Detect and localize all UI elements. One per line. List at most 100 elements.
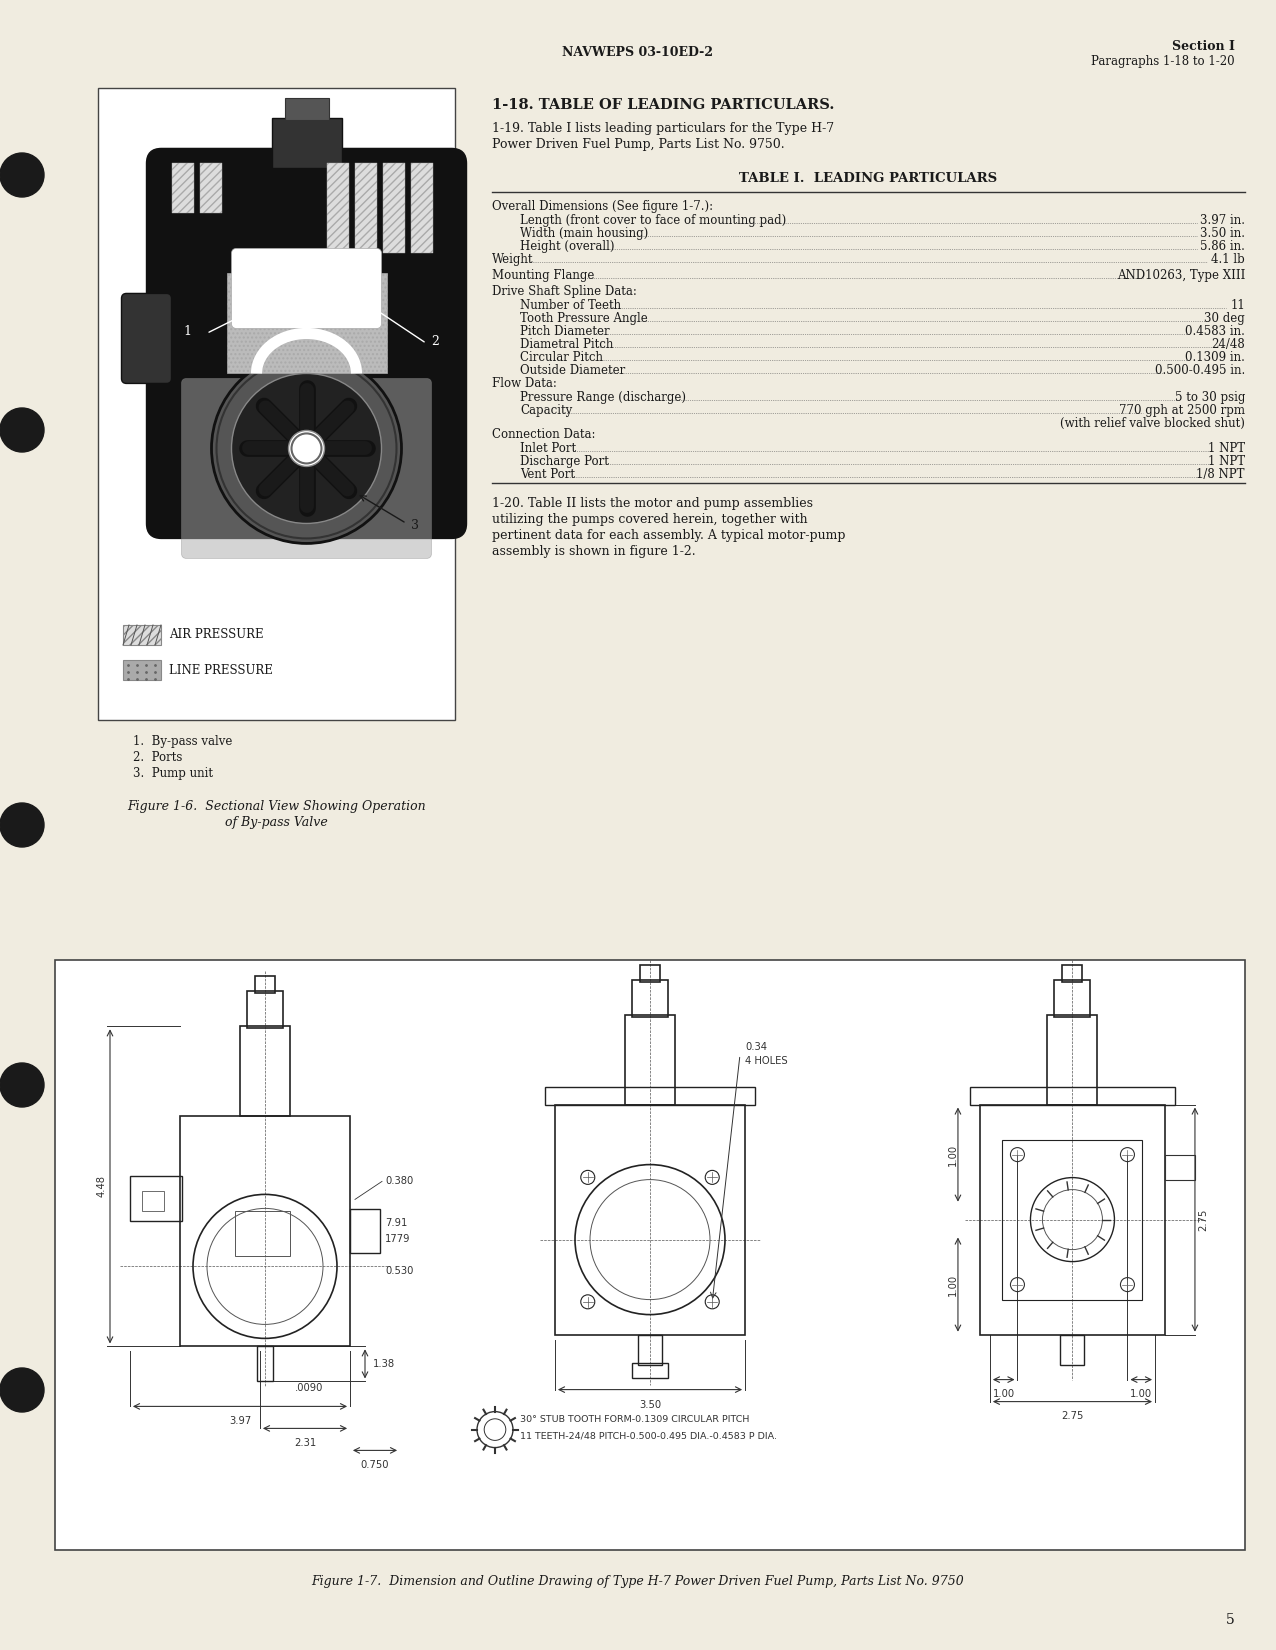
Text: utilizing the pumps covered herein, together with: utilizing the pumps covered herein, toge… [493, 513, 808, 526]
Bar [1054, 980, 1091, 1016]
Text: Drive Shaft Spline Data:: Drive Shaft Spline Data: [493, 285, 637, 299]
Text: AIR PRESSURE: AIR PRESSURE [168, 629, 264, 642]
Bar [1060, 1335, 1085, 1365]
FancyBboxPatch shape [181, 378, 431, 558]
Bar [970, 1087, 1175, 1104]
Text: 0.1309 in.: 0.1309 in. [1185, 351, 1245, 365]
Bar [350, 1209, 380, 1254]
Circle shape [0, 1063, 43, 1107]
Text: 1.38: 1.38 [373, 1360, 396, 1370]
Text: Outside Diameter: Outside Diameter [521, 365, 625, 376]
Bar [1003, 1140, 1142, 1300]
Text: assembly is shown in figure 1-2.: assembly is shown in figure 1-2. [493, 544, 695, 558]
Text: Figure 1-7.  Dimension and Outline Drawing of Type H-7 Power Driven Fuel Pump, P: Figure 1-7. Dimension and Outline Drawin… [311, 1576, 965, 1587]
Text: 4.48: 4.48 [97, 1175, 107, 1198]
Text: Height (overall): Height (overall) [521, 239, 615, 252]
Text: Mounting Flange: Mounting Flange [493, 269, 595, 282]
Text: Connection Data:: Connection Data: [493, 427, 596, 441]
Circle shape [231, 373, 382, 523]
Circle shape [288, 431, 324, 467]
Bar [248, 992, 283, 1028]
Text: Discharge Port: Discharge Port [521, 455, 609, 469]
Bar [130, 1176, 182, 1221]
Bar [272, 119, 342, 168]
Text: Overall Dimensions (See figure 1-7.):: Overall Dimensions (See figure 1-7.): [493, 200, 713, 213]
Text: Pressure Range (discharge): Pressure Range (discharge) [521, 391, 686, 404]
Bar [1165, 1155, 1194, 1180]
Bar [199, 163, 222, 213]
Bar [285, 99, 328, 120]
Text: 3.50 in.: 3.50 in. [1199, 228, 1245, 239]
Circle shape [217, 358, 397, 538]
Text: Inlet Port: Inlet Port [521, 442, 577, 455]
Bar [411, 163, 433, 254]
Text: Power Driven Fuel Pump, Parts List No. 9750.: Power Driven Fuel Pump, Parts List No. 9… [493, 139, 785, 152]
Text: 1.00: 1.00 [1131, 1389, 1152, 1399]
Text: pertinent data for each assembly. A typical motor-pump: pertinent data for each assembly. A typi… [493, 530, 846, 541]
Text: 1-20. Table II lists the motor and pump assemblies: 1-20. Table II lists the motor and pump … [493, 497, 813, 510]
Text: Tooth Pressure Angle: Tooth Pressure Angle [521, 312, 648, 325]
Text: Weight: Weight [493, 252, 533, 266]
Text: 30 deg: 30 deg [1205, 312, 1245, 325]
Bar [227, 274, 387, 373]
Text: (with relief valve blocked shut): (with relief valve blocked shut) [1060, 417, 1245, 431]
Text: 1 NPT: 1 NPT [1208, 442, 1245, 455]
Circle shape [212, 353, 402, 543]
Circle shape [291, 434, 322, 464]
Text: 0.750: 0.750 [361, 1460, 389, 1470]
Text: Vent Port: Vent Port [521, 469, 575, 482]
Text: 0.34: 0.34 [745, 1041, 767, 1051]
Bar [1048, 1015, 1097, 1104]
Text: 4.1 lb: 4.1 lb [1211, 252, 1245, 266]
Bar [55, 960, 1245, 1549]
Text: Paragraphs 1-18 to 1-20: Paragraphs 1-18 to 1-20 [1091, 56, 1235, 69]
Text: Capacity: Capacity [521, 404, 572, 417]
Text: 3.97: 3.97 [228, 1416, 251, 1426]
Text: 1.00: 1.00 [948, 1143, 958, 1165]
Bar [555, 1104, 745, 1335]
Text: of By-pass Valve: of By-pass Valve [225, 817, 328, 828]
Text: 1779: 1779 [385, 1234, 411, 1244]
Text: 3.  Pump unit: 3. Pump unit [133, 767, 213, 780]
Text: TABLE I.  LEADING PARTICULARS: TABLE I. LEADING PARTICULARS [739, 172, 998, 185]
Text: 7.91: 7.91 [385, 1218, 407, 1228]
Text: 2.75: 2.75 [1062, 1411, 1083, 1421]
Text: 30° STUB TOOTH FORM-0.1309 CIRCULAR PITCH: 30° STUB TOOTH FORM-0.1309 CIRCULAR PITC… [521, 1416, 749, 1424]
Circle shape [0, 1368, 43, 1412]
Text: 1.  By-pass valve: 1. By-pass valve [133, 734, 232, 747]
Text: 2.75: 2.75 [1198, 1208, 1208, 1231]
FancyBboxPatch shape [231, 249, 382, 328]
Bar [240, 1026, 290, 1117]
Bar [171, 163, 194, 213]
Text: Pitch Diameter: Pitch Diameter [521, 325, 610, 338]
Bar [255, 977, 276, 993]
Text: 2: 2 [431, 335, 439, 348]
Circle shape [0, 804, 43, 846]
Text: 0.4583 in.: 0.4583 in. [1185, 325, 1245, 338]
Text: 11 TEETH-24/48 PITCH-0.500-0.495 DIA.-0.4583 P DIA.: 11 TEETH-24/48 PITCH-0.500-0.495 DIA.-0.… [521, 1431, 777, 1440]
Bar [1063, 965, 1082, 982]
Bar [638, 1335, 662, 1365]
Text: NAVWEPS 03-10ED-2: NAVWEPS 03-10ED-2 [563, 46, 713, 58]
Text: 2.  Ports: 2. Ports [133, 751, 182, 764]
Text: 3.50: 3.50 [639, 1399, 661, 1409]
Bar [122, 625, 161, 645]
Bar [355, 163, 376, 254]
Text: 1 NPT: 1 NPT [1208, 455, 1245, 469]
Text: 1-18. TABLE OF LEADING PARTICULARS.: 1-18. TABLE OF LEADING PARTICULARS. [493, 97, 835, 112]
Circle shape [0, 408, 43, 452]
Bar [122, 660, 161, 680]
Text: 1.00: 1.00 [948, 1274, 958, 1295]
Circle shape [0, 153, 43, 196]
Text: 0.530: 0.530 [385, 1267, 413, 1277]
Bar [98, 87, 456, 719]
Bar [142, 1191, 165, 1211]
Text: 24/48: 24/48 [1211, 338, 1245, 351]
Bar [632, 980, 669, 1016]
Text: 0.380: 0.380 [385, 1176, 413, 1186]
Text: 5 to 30 psig: 5 to 30 psig [1175, 391, 1245, 404]
Bar [632, 1363, 669, 1378]
Text: 4 HOLES: 4 HOLES [745, 1056, 787, 1066]
Text: 3.97 in.: 3.97 in. [1199, 214, 1245, 228]
Text: 0.500-0.495 in.: 0.500-0.495 in. [1155, 365, 1245, 376]
